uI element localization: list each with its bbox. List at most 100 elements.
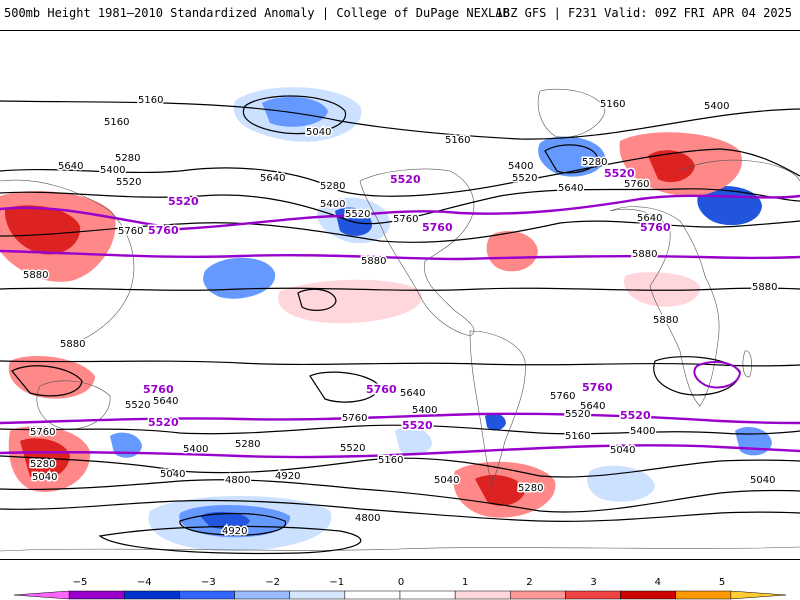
colorbar-segment — [234, 590, 290, 600]
anomaly-colorbar: −5 −4 −3 −2 −1 0 1 2 3 4 5 — [13, 577, 787, 600]
contour-label: 5640 — [580, 401, 605, 412]
contour-label: 5400 — [508, 161, 533, 172]
contour-label: 5760 — [30, 427, 55, 438]
contour-5880-north — [0, 287, 800, 291]
map-title: 500mb Height 1981–2010 Standardized Anom… — [4, 6, 510, 20]
contour-label: 5760 — [118, 226, 143, 237]
highlight-5760-north — [0, 249, 800, 261]
highlight-5520-north — [0, 194, 800, 231]
contour-5040-north-pacific — [242, 95, 347, 135]
contour-label: 5760 — [624, 179, 649, 190]
contour-4920-south — [98, 525, 362, 555]
contour-label: 5760 — [342, 413, 367, 424]
contour-label: 5160 — [378, 455, 403, 466]
anomaly-negative-south-cell-3 — [485, 413, 506, 431]
highlight-5760-south — [0, 412, 800, 425]
contour-label: 5400 — [704, 101, 729, 112]
anomaly-map: 5160 5160 5040 5160 5160 5400 5280 5640 … — [0, 87, 800, 555]
contour-label: 5280 — [320, 181, 345, 192]
contour-5040-south — [0, 499, 800, 522]
contour-label: 5160 — [138, 95, 163, 106]
anomaly-positive-north-pacific — [278, 279, 422, 324]
contour-5280-north — [0, 148, 800, 197]
colorbar-segment — [730, 590, 787, 600]
contour-label: 5160 — [104, 117, 129, 128]
colorbar-tick-label: 0 — [398, 577, 404, 588]
contour-label: 5160 — [600, 99, 625, 110]
colorbar-segment — [289, 590, 346, 600]
contour-5880-africa-cell — [653, 356, 741, 396]
colorbar-tick-label: 5 — [719, 577, 725, 588]
contour-label-layer: 5160 5160 5040 5160 5160 5400 5280 5640 … — [22, 94, 779, 539]
contour-5400-north — [0, 188, 800, 225]
contour-5880-south — [0, 360, 800, 367]
contour-5160-north — [0, 100, 800, 140]
colorbar-tick-label: 3 — [590, 577, 596, 588]
height-contours — [0, 95, 800, 555]
contour-5040-greenland — [544, 144, 599, 174]
highlight-label: 5520 — [402, 419, 433, 432]
highlight-label: 5760 — [148, 224, 179, 237]
highlight-label: 5520 — [620, 409, 651, 422]
colorbar-tick-label: −1 — [329, 577, 344, 588]
colorbar-tick-label: −3 — [201, 577, 216, 588]
contour-5400-south — [0, 455, 800, 478]
colorbar-ticks: −5 −4 −3 −2 −1 0 1 2 3 4 5 — [73, 577, 726, 588]
contour-label: 5400 — [630, 426, 655, 437]
anomaly-positive-africa — [624, 272, 701, 307]
contour-label: 5880 — [632, 249, 657, 260]
contour-label: 5640 — [637, 213, 662, 224]
highlight-label: 5520 — [604, 167, 635, 180]
highlight-label: 5520 — [390, 173, 421, 186]
contour-5640-north — [0, 220, 800, 243]
highlight-5520-south — [0, 444, 800, 459]
contour-5880-australia-cell — [11, 365, 83, 397]
colorbar-segment — [13, 590, 70, 600]
contour-label: 5880 — [653, 315, 678, 326]
contour-label: 5280 — [115, 153, 140, 164]
colorbar-tick-label: −2 — [265, 577, 280, 588]
anomaly-negative-south-cell-5 — [587, 465, 655, 502]
contour-label: 5880 — [752, 282, 777, 293]
highlight-label: 5760 — [640, 221, 671, 234]
highlight-label: 5520 — [168, 195, 199, 208]
anomaly-negative-south-pacific-center — [200, 511, 250, 529]
contour-label: 5760 — [393, 214, 418, 225]
highlight-label: 5760 — [143, 383, 174, 396]
contour-label: 5280 — [518, 483, 543, 494]
colorbar-tick-label: 2 — [526, 577, 532, 588]
contour-label: 5280 — [30, 459, 55, 470]
colorbar-segment — [344, 590, 401, 600]
colorbar-tick-label: 1 — [462, 577, 468, 588]
anomaly-negative-central-pacific — [203, 257, 276, 299]
colorbar-segment — [124, 590, 180, 600]
contour-label: 5880 — [23, 270, 48, 281]
contour-label: 5520 — [340, 443, 365, 454]
anomaly-negative-south-cell-1 — [110, 432, 142, 458]
colorbar-segment — [454, 590, 511, 600]
colorbar-segment — [565, 590, 621, 600]
contour-label: 4800 — [355, 513, 380, 524]
map-panel: 5160 5160 5040 5160 5160 5400 5280 5640 … — [0, 30, 800, 560]
anomaly-negative-north-pacific-core — [262, 96, 328, 127]
anomaly-positive-south-atlantic-core — [475, 475, 525, 506]
contour-label: 5760 — [550, 391, 575, 402]
contour-label: 5040 — [610, 445, 635, 456]
anomaly-positive-north-atlantic-core — [648, 150, 695, 183]
colorbar-tick-label: −4 — [137, 577, 152, 588]
contour-label: 5880 — [60, 339, 85, 350]
contour-5880-south-pacific-cell — [309, 371, 381, 403]
anomaly-positive-east-asia-core — [4, 205, 81, 255]
contour-label: 4800 — [225, 475, 250, 486]
contour-label: 5040 — [306, 127, 331, 138]
model-run-info: 18Z GFS | F231 Valid: 09Z FRI APR 04 202… — [495, 6, 792, 20]
contour-label: 5040 — [32, 472, 57, 483]
contour-label: 5520 — [345, 209, 370, 220]
contour-label: 4920 — [222, 526, 247, 537]
contour-label: 5400 — [320, 199, 345, 210]
colorbar-tick-label: 4 — [655, 577, 661, 588]
colorbar-segments — [13, 590, 787, 600]
highlight-label: 5760 — [366, 383, 397, 396]
contour-label: 5520 — [565, 409, 590, 420]
contour-label: 5160 — [445, 135, 470, 146]
